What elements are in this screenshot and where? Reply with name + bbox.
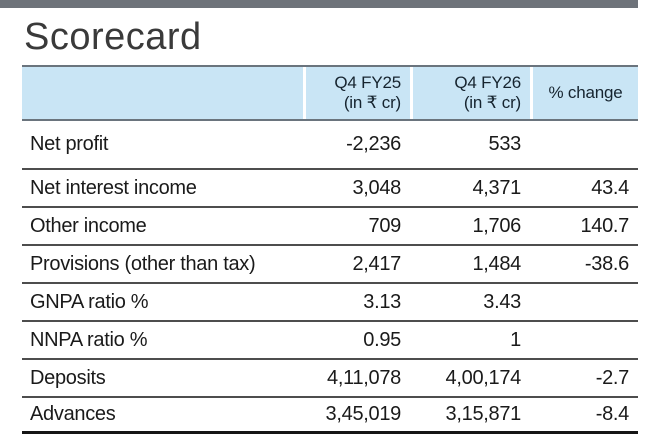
row-label: NNPA ratio % [30,328,148,351]
cell-change: 43.4 [591,176,629,199]
cell-fy25: 2,417 [352,252,401,275]
cell-fy26: 3.43 [483,290,521,313]
cell-change: 140.7 [580,214,629,237]
cell-fy25: 709 [368,214,402,237]
header-cell-q4fy26: Q4 FY26 (in ₹ cr) [410,67,530,119]
table-row: Net profit -2,236 533 [22,121,638,170]
cell-change: -38.6 [584,252,629,275]
table-row: Advances 3,45,019 3,15,871 -8.4 [22,398,638,434]
table-row: NNPA ratio % 0.95 1 [22,322,638,360]
cell-fy25: 3.13 [363,290,401,313]
row-label: GNPA ratio % [30,290,149,313]
cell-change: -8.4 [595,403,630,425]
scorecard-table: Q4 FY25 (in ₹ cr) Q4 FY26 (in ₹ cr) % ch… [22,65,638,434]
header-q4fy26-line1: Q4 FY26 [454,72,521,92]
cell-fy25: 0.95 [363,328,401,351]
cell-fy26: 1,484 [472,252,521,275]
row-label: Deposits [30,366,106,389]
cell-fy26: 4,371 [472,176,521,199]
cell-fy25: 3,45,019 [325,403,402,425]
top-divider-bar [0,0,638,8]
header-pct-change-label: % change [548,82,623,102]
cell-fy26: 3,15,871 [445,403,522,425]
cell-fy26: 1 [510,328,521,351]
table-row: Other income 709 1,706 140.7 [22,208,638,246]
header-cell-q4fy25: Q4 FY25 (in ₹ cr) [303,67,410,119]
page-title: Scorecard [24,16,202,58]
table-row: GNPA ratio % 3.13 3.43 [22,284,638,322]
table-row: Net interest income 3,048 4,371 43.4 [22,170,638,208]
table-header-row: Q4 FY25 (in ₹ cr) Q4 FY26 (in ₹ cr) % ch… [22,65,638,121]
header-cell-pct-change: % change [530,67,638,119]
header-q4fy25-line1: Q4 FY25 [334,72,401,92]
cell-fy26: 533 [488,133,522,155]
cell-fy25: -2,236 [346,133,401,155]
table-row: Deposits 4,11,078 4,00,174 -2.7 [22,360,638,398]
row-label: Other income [30,214,147,237]
row-label: Provisions (other than tax) [30,252,256,275]
table-row: Provisions (other than tax) 2,417 1,484 … [22,246,638,284]
row-label: Net interest income [30,176,197,199]
header-q4fy26-line2: (in ₹ cr) [463,93,521,112]
row-label: Net profit [30,133,109,155]
header-q4fy25-line2: (in ₹ cr) [343,93,401,112]
cell-fy25: 3,048 [352,176,401,199]
cell-fy26: 1,706 [472,214,521,237]
cell-change: -2.7 [595,366,630,389]
cell-fy26: 4,00,174 [445,366,522,389]
header-cell-empty [22,67,303,119]
row-label: Advances [30,403,116,425]
cell-fy25: 4,11,078 [327,366,401,389]
